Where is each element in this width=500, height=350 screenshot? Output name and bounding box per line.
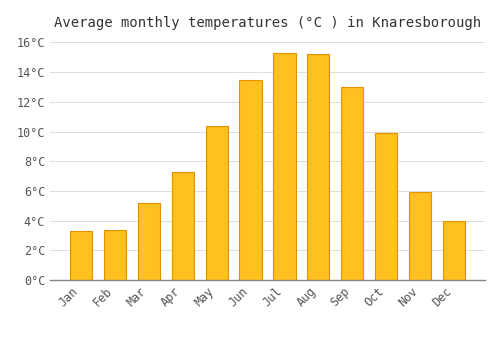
Bar [274,53,295,280]
Bar [206,126,228,280]
Bar [409,193,432,280]
Bar [342,87,363,280]
Bar [138,203,160,280]
Bar [443,220,465,280]
Bar [240,79,262,280]
Bar [104,230,126,280]
Bar [308,54,330,280]
Title: Average monthly temperatures (°C ) in Knaresborough: Average monthly temperatures (°C ) in Kn… [54,16,481,30]
Bar [376,133,398,280]
Bar [172,172,194,280]
Bar [70,231,92,280]
